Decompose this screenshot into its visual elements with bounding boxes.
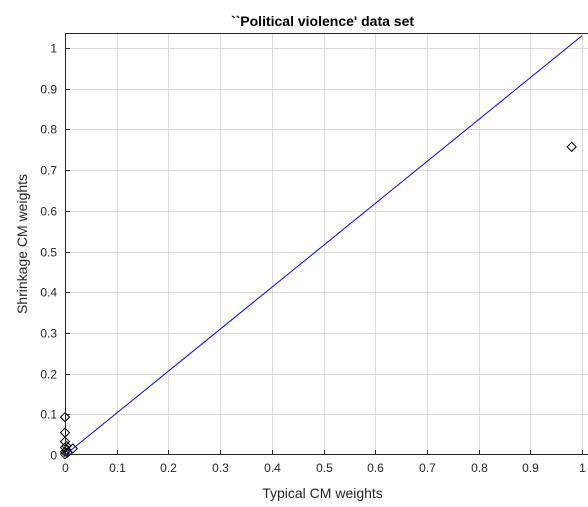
x-tick-label: 0.3 [212,461,229,475]
y-tick-label: 1 [50,42,57,56]
grid [65,33,588,455]
y-tick-label: 0.2 [40,368,57,382]
y-tick-label: 0.6 [40,205,57,219]
y-tick-label: 0.5 [40,246,57,260]
x-tick-label: 0.2 [160,461,177,475]
x-tick-label: 0.6 [367,461,384,475]
x-tick-label: 0.8 [471,461,488,475]
y-tick-label: 0.8 [40,123,57,137]
chart-title: ``Political violence' data set [231,13,414,29]
x-tick-label: 0.5 [316,461,333,475]
x-axis-label: Typical CM weights [262,485,383,501]
data-point [67,443,78,454]
ticks: 0 0.1 0.2 0.3 0.4 0.5 0.6 0.7 0.8 0.9 1 0 0.1 0.2 0.3 0… [40,42,586,476]
x-tick-label: 0.4 [264,461,281,475]
x-tick-label: 0.9 [522,461,539,475]
y-tick-label: 0.1 [40,408,57,422]
data-point [566,141,577,153]
axes-frame [65,33,588,455]
y-tick-label: 0.9 [40,83,57,97]
x-tick-label: 0.1 [109,461,126,475]
reference-line [64,35,583,456]
x-tick-label: 0.7 [419,461,436,475]
y-axis-label: Shrinkage CM weights [14,174,30,314]
y-tick-label: 0.3 [40,327,57,341]
x-tick-label: 1 [579,461,586,475]
y-tick-label: 0.4 [40,286,57,300]
data-point [61,440,72,452]
x-tick-label: 0 [62,461,69,475]
y-tick-label: 0 [50,449,57,463]
y-tick-label: 0.7 [40,164,57,178]
